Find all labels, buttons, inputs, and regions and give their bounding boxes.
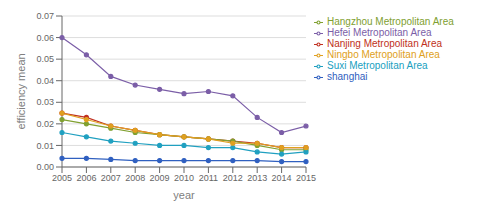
html-text:Ningbo Metropolitan Area: Ningbo Metropolitan Area — [327, 49, 440, 60]
svg-text:0.02: 0.02 — [36, 119, 54, 129]
html-text:Hangzhou Metropolitan Area: Hangzhou Metropolitan Area — [327, 16, 454, 27]
svg-text:0.07: 0.07 — [36, 11, 54, 21]
svg-text:efficiency mean: efficiency mean — [15, 53, 27, 129]
svg-text:2009: 2009 — [150, 173, 170, 183]
svg-text:2010: 2010 — [174, 173, 194, 183]
svg-text:2005: 2005 — [52, 173, 72, 183]
svg-text:2013: 2013 — [247, 173, 267, 183]
html-text:Nanjing Metropolitan Area: Nanjing Metropolitan Area — [327, 38, 443, 49]
svg-text:2011: 2011 — [199, 173, 218, 183]
svg-text:2006: 2006 — [76, 173, 96, 183]
svg-text:0.05: 0.05 — [36, 54, 54, 64]
html-text:Hefei Metropolitan Area: Hefei Metropolitan Area — [327, 27, 432, 38]
svg-text:0.04: 0.04 — [36, 76, 54, 86]
svg-text:0.03: 0.03 — [36, 97, 54, 107]
svg-text:2012: 2012 — [223, 173, 243, 183]
svg-text:2008: 2008 — [125, 173, 145, 183]
svg-text:0.00: 0.00 — [36, 162, 54, 172]
svg-text:2007: 2007 — [101, 173, 121, 183]
svg-text:0.06: 0.06 — [36, 33, 54, 43]
svg-text:year: year — [173, 189, 195, 201]
svg-text:0.01: 0.01 — [36, 141, 54, 151]
html-text:shanghai: shanghai — [327, 71, 368, 82]
svg-text:2015: 2015 — [296, 173, 316, 183]
svg-text:2014: 2014 — [272, 173, 292, 183]
html-text:Suxi Metropolitan Area: Suxi Metropolitan Area — [327, 60, 428, 71]
